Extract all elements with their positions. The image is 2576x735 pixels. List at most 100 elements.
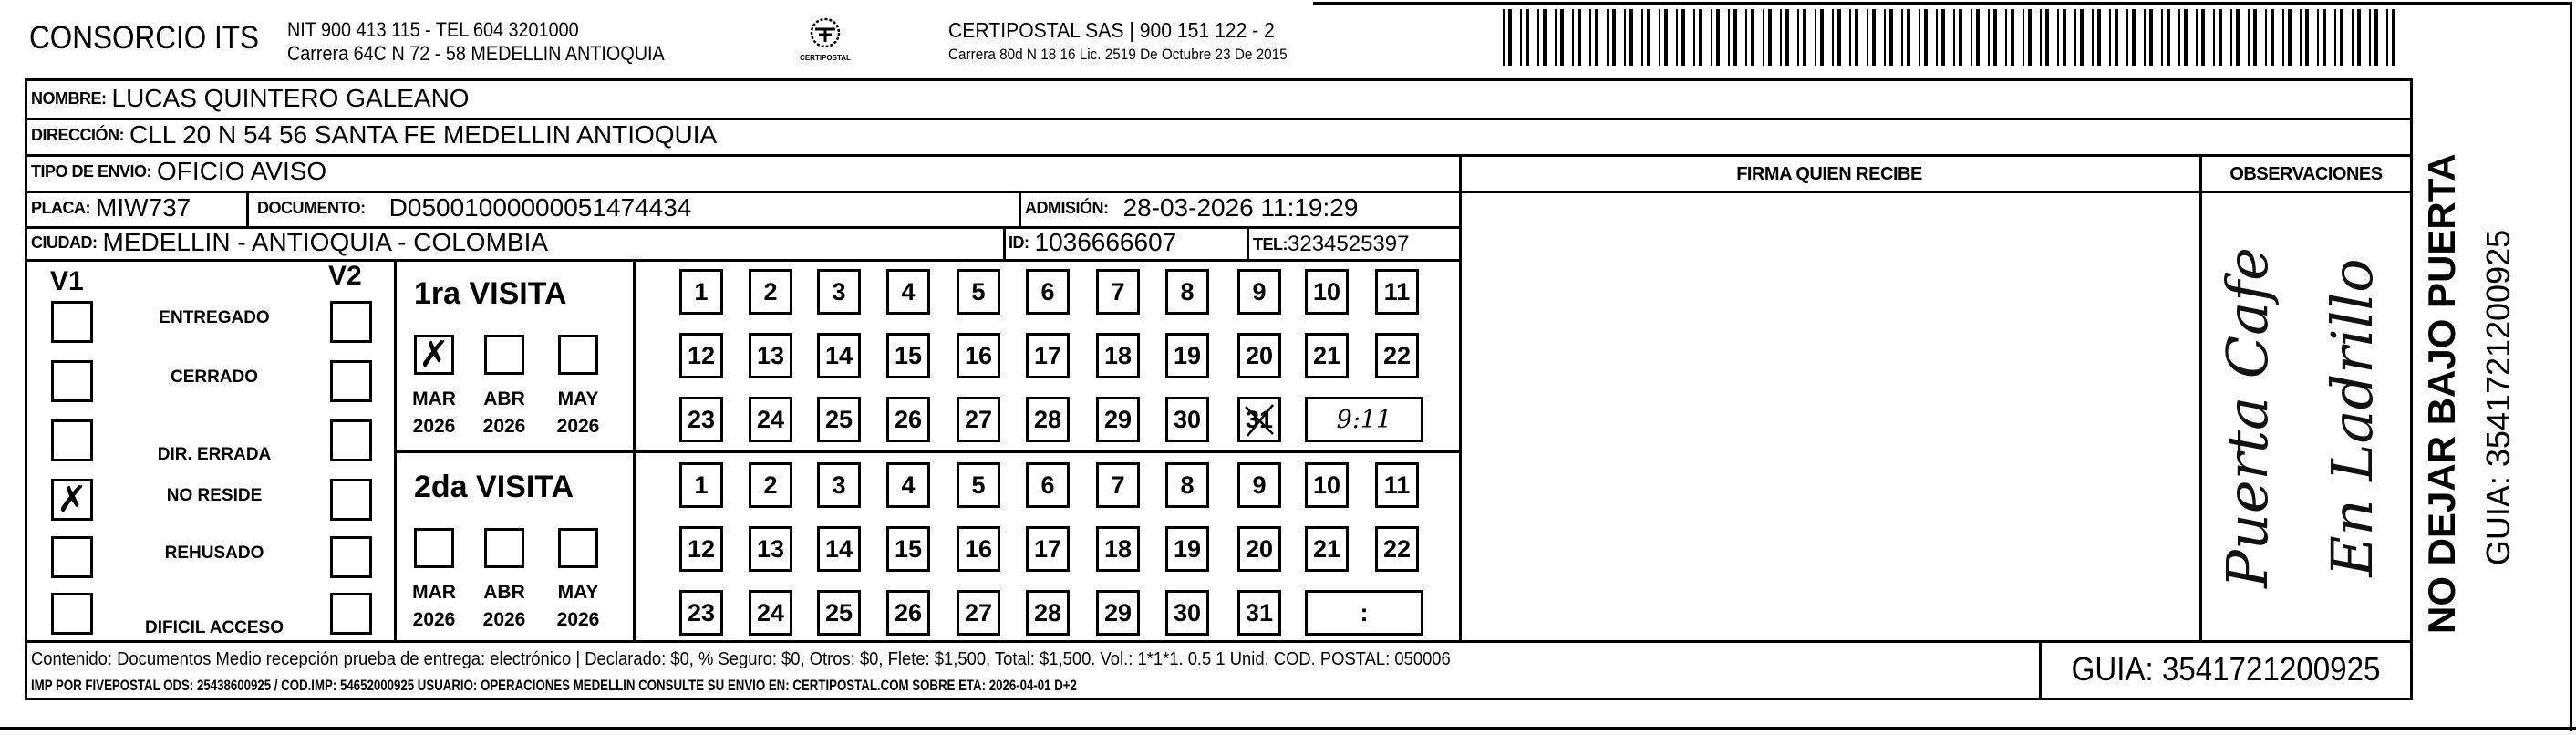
day-box[interactable]: 18 <box>1096 526 1140 572</box>
day-box[interactable]: 18 <box>1096 333 1140 378</box>
day-number: 13 <box>756 341 785 369</box>
month-checkbox[interactable] <box>558 335 598 375</box>
day-box[interactable]: 11 <box>1375 462 1419 508</box>
day-box[interactable]: 2 <box>749 462 792 508</box>
day-box[interactable]: 21 <box>1305 333 1349 378</box>
day-box[interactable]: 11 <box>1375 269 1419 315</box>
footer-print-info: IMP POR FIVEPOSTAL ODS: 25438600925 / CO… <box>31 677 1077 694</box>
day-box[interactable]: 22 <box>1375 333 1419 378</box>
day-box[interactable]: 17 <box>1026 333 1070 378</box>
day-box[interactable]: 3 <box>817 269 861 315</box>
v2-checkbox[interactable] <box>330 536 372 578</box>
time-box[interactable]: 9:11 <box>1305 397 1423 442</box>
month-checkbox[interactable]: ✗ <box>414 334 454 376</box>
barcode-bar <box>1763 9 1764 66</box>
day-box[interactable]: 24 <box>749 590 792 636</box>
day-box[interactable]: 20 <box>1237 526 1281 572</box>
day-box[interactable]: 14 <box>817 333 861 378</box>
day-box[interactable]: 29 <box>1096 590 1140 636</box>
day-box[interactable]: 31 <box>1237 397 1281 442</box>
day-box[interactable]: 23 <box>679 397 723 442</box>
day-box[interactable]: 16 <box>957 526 1000 572</box>
day-box[interactable]: 4 <box>886 269 930 315</box>
barcode-bar <box>2230 9 2232 66</box>
day-box[interactable]: 28 <box>1026 590 1070 636</box>
day-box[interactable]: 2 <box>749 269 792 315</box>
day-box[interactable]: 8 <box>1165 269 1209 315</box>
day-box[interactable]: 5 <box>957 269 1000 315</box>
day-number: 29 <box>1103 405 1133 433</box>
month-checkbox[interactable] <box>484 335 524 375</box>
day-box[interactable]: 19 <box>1165 333 1209 378</box>
v2-checkbox[interactable] <box>330 479 372 521</box>
day-box[interactable]: 4 <box>886 462 930 508</box>
barcode-bar <box>1503 9 1505 66</box>
v2-checkbox[interactable] <box>330 419 372 461</box>
day-box[interactable]: 5 <box>957 462 1000 508</box>
barcode-bar <box>2023 9 2024 66</box>
day-box[interactable]: 16 <box>957 333 1000 378</box>
v1-checkbox[interactable] <box>51 360 93 402</box>
day-box[interactable]: 30 <box>1165 397 1209 442</box>
v1-checkbox[interactable]: ✗ <box>51 479 93 521</box>
month-name: MAR <box>412 582 456 603</box>
day-box[interactable]: 7 <box>1096 462 1140 508</box>
v2-checkbox[interactable] <box>330 360 372 402</box>
month-year: 2026 <box>556 609 600 630</box>
day-box[interactable]: 6 <box>1026 462 1070 508</box>
day-box[interactable]: 24 <box>749 397 792 442</box>
divider <box>1459 154 1462 643</box>
month-checkbox[interactable] <box>484 528 524 568</box>
v1-checkbox[interactable] <box>51 593 93 635</box>
day-box[interactable]: 23 <box>679 590 723 636</box>
day-box[interactable]: 1 <box>679 269 723 315</box>
day-box[interactable]: 20 <box>1237 333 1281 378</box>
day-box[interactable]: 15 <box>886 333 930 378</box>
day-box[interactable]: 30 <box>1165 590 1209 636</box>
month-name: ABR <box>483 388 525 409</box>
day-box[interactable]: 14 <box>817 526 861 572</box>
day-box[interactable]: 27 <box>957 590 1000 636</box>
day-box[interactable]: 27 <box>957 397 1000 442</box>
v1-checkbox[interactable] <box>51 536 93 578</box>
observaciones-note: Puerta Cafe En Ladrillo <box>2207 193 2407 640</box>
day-box[interactable]: 26 <box>886 397 930 442</box>
month-checkbox[interactable] <box>558 528 598 568</box>
time-box[interactable]: : <box>1305 590 1423 636</box>
day-box[interactable]: 19 <box>1165 526 1209 572</box>
day-box[interactable]: 26 <box>886 590 930 636</box>
day-box[interactable]: 17 <box>1026 526 1070 572</box>
day-box[interactable]: 9 <box>1237 462 1281 508</box>
barcode-bar <box>2011 9 2014 66</box>
barcode-bar <box>1728 9 1730 66</box>
id-label: ID: <box>1009 233 1029 252</box>
day-box[interactable]: 3 <box>817 462 861 508</box>
month-checkbox[interactable] <box>414 528 454 568</box>
divider <box>25 154 2413 157</box>
barcode-bar <box>2305 9 2309 66</box>
day-box[interactable]: 12 <box>679 333 723 378</box>
day-box[interactable]: 6 <box>1026 269 1070 315</box>
day-box[interactable]: 31 <box>1237 590 1281 636</box>
v1-checkbox[interactable] <box>51 301 93 343</box>
v2-checkbox[interactable] <box>330 301 372 343</box>
day-box[interactable]: 1 <box>679 462 723 508</box>
day-box[interactable]: 22 <box>1375 526 1419 572</box>
v1-checkbox[interactable] <box>51 419 93 461</box>
signature-area[interactable] <box>1462 193 2199 640</box>
day-box[interactable]: 25 <box>817 397 861 442</box>
day-box[interactable]: 29 <box>1096 397 1140 442</box>
day-box[interactable]: 15 <box>886 526 930 572</box>
day-box[interactable]: 13 <box>749 333 792 378</box>
v2-checkbox[interactable] <box>330 593 372 635</box>
day-box[interactable]: 10 <box>1305 462 1349 508</box>
day-box[interactable]: 21 <box>1305 526 1349 572</box>
day-box[interactable]: 28 <box>1026 397 1070 442</box>
day-box[interactable]: 9 <box>1237 269 1281 315</box>
day-box[interactable]: 25 <box>817 590 861 636</box>
day-box[interactable]: 13 <box>749 526 792 572</box>
day-box[interactable]: 8 <box>1165 462 1209 508</box>
day-box[interactable]: 10 <box>1305 269 1349 315</box>
day-box[interactable]: 7 <box>1096 269 1140 315</box>
day-box[interactable]: 12 <box>679 526 723 572</box>
